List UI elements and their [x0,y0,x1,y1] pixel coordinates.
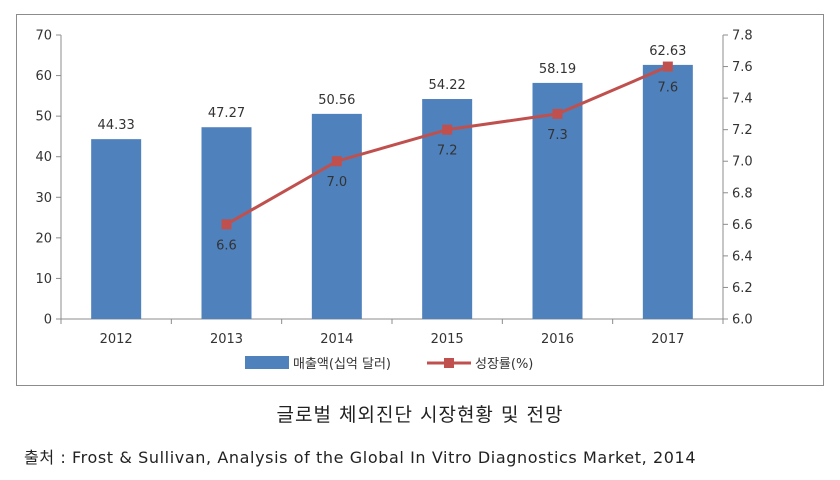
legend-bar-swatch [245,356,289,369]
left-axis-tick-label: 60 [35,69,52,84]
growth-rate-marker [221,219,232,230]
bar-value-label: 44.33 [98,118,135,133]
growth-rate-marker [331,156,342,167]
bar-value-label: 47.27 [208,106,245,121]
chart-frame: 0 10 20 30 40 50 60 70 6.0 6.2 6.4 6.6 6.8 7.0 7.2 7.4 7… [16,14,824,386]
left-axis-tick-label: 10 [35,272,52,287]
growth-rate-value-label: 7.0 [326,175,347,190]
chart-caption: 글로벌 체외진단 시장현황 및 전망 [276,404,564,426]
right-axis-tick-label: 6.8 [732,186,753,201]
bar [91,139,142,319]
growth-rate-value-label: 7.6 [657,81,678,96]
x-axis-tick-label: 2014 [320,332,353,347]
bar [532,82,583,319]
right-axis-tick-label: 7.2 [732,123,753,138]
growth-rate-marker [442,124,453,135]
right-axis-tick-label: 7.6 [732,60,753,75]
growth-rate-value-label: 7.3 [547,128,568,143]
left-axis-tick-label: 50 [35,110,52,125]
legend-bar-label: 매출액(십억 달러) [293,357,391,372]
growth-rate-value-label: 6.6 [216,238,237,253]
legend-line-marker [444,358,454,368]
growth-rate-marker [662,61,673,72]
growth-rate-marker [552,108,563,119]
right-axis-tick-label: 7.4 [732,92,753,107]
left-axis-tick-label: 70 [35,29,52,44]
bar [311,113,362,320]
right-axis-tick-label: 7.0 [732,155,753,170]
source-note: 출처 : Frost & Sullivan, Analysis of the G… [24,448,697,467]
x-axis-tick-label: 2016 [541,332,574,347]
left-axis-tick-label: 40 [35,150,52,165]
right-axis-tick-label: 6.2 [732,281,753,296]
right-axis-tick-label: 6.0 [732,313,753,328]
bar-value-label: 54.22 [429,78,466,93]
x-axis-tick-label: 2017 [651,332,684,347]
right-axis-tick-label: 6.6 [732,218,753,233]
right-axis-tick-label: 7.8 [732,29,753,44]
x-axis-tick-label: 2013 [210,332,243,347]
left-axis-tick-label: 0 [44,313,52,328]
growth-rate-value-label: 7.2 [437,144,458,159]
legend-line-label: 성장률(%) [475,357,533,372]
bar-value-label: 50.56 [318,93,355,108]
left-axis-tick-label: 20 [35,231,52,246]
bar-value-label: 58.19 [539,62,576,77]
bar [642,64,693,319]
right-axis-tick-label: 6.4 [732,249,753,264]
bar-value-label: 62.63 [649,44,686,59]
x-axis-tick-label: 2015 [431,332,464,347]
left-axis-tick-label: 30 [35,191,52,206]
chart-svg: 0 10 20 30 40 50 60 70 6.0 6.2 6.4 6.6 6.8 7.0 7.2 7.4 7… [35,29,753,373]
x-axis-tick-label: 2012 [100,332,133,347]
